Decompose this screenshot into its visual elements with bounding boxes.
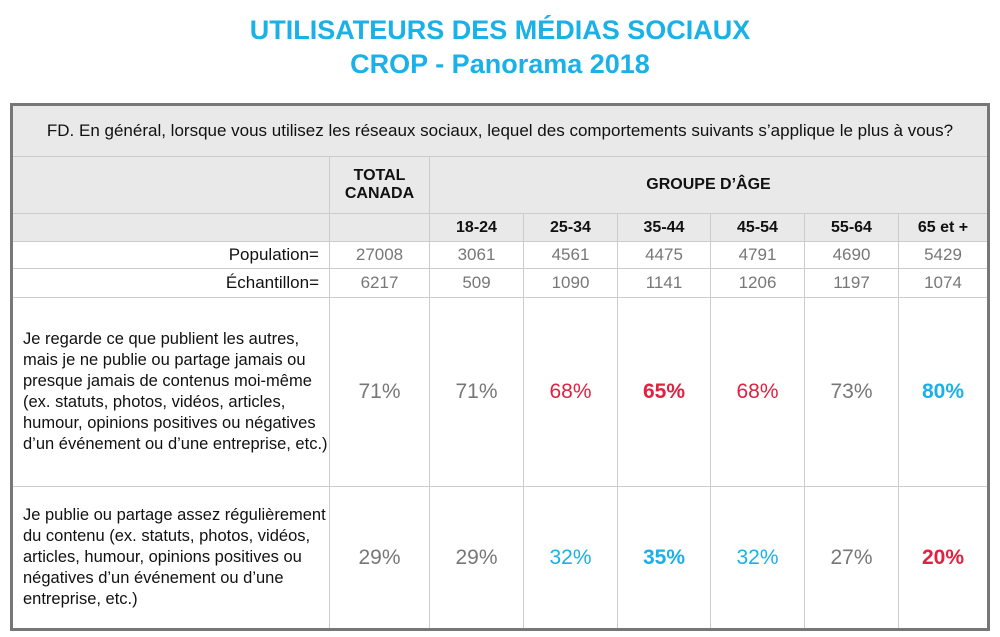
report-subtitle: CROP - Panorama 2018 (350, 49, 650, 79)
percent-cell: 68% (523, 297, 618, 487)
sample-value: 1206 (710, 268, 805, 298)
population-value: 4475 (617, 241, 711, 269)
population-value: 27008 (329, 241, 430, 269)
population-value: 4791 (710, 241, 805, 269)
age-header: 55-64 (804, 213, 899, 242)
percent-cell: 80% (898, 297, 989, 487)
sample-value: 6217 (329, 268, 430, 298)
population-value: 4690 (804, 241, 899, 269)
percent-cell: 65% (617, 297, 711, 487)
sample-value: 1141 (617, 268, 711, 298)
age-header: 45-54 (710, 213, 805, 242)
percent-cell: 29% (429, 486, 524, 630)
population-value: 5429 (898, 241, 989, 269)
row-label: Je publie ou partage assez régulièrement… (11, 486, 330, 630)
percent-cell: 35% (617, 486, 711, 630)
sample-label: Échantillon= (11, 268, 330, 298)
age-header: 65 et + (898, 213, 989, 242)
sample-value: 1074 (898, 268, 989, 298)
age-header: 25-34 (523, 213, 618, 242)
percent-cell: 71% (429, 297, 524, 487)
total-canada-header: TOTAL CANADA (329, 156, 430, 214)
results-table: FD. En général, lorsque vous utilisez le… (10, 103, 990, 631)
report-title: UTILISATEURS DES MÉDIAS SOCIAUX (249, 15, 751, 45)
percent-cell: 20% (898, 486, 989, 630)
population-value: 4561 (523, 241, 618, 269)
question-text: FD. En général, lorsque vous utilisez le… (11, 104, 989, 157)
sample-value: 509 (429, 268, 524, 298)
percent-cell: 32% (710, 486, 805, 630)
sample-value: 1197 (804, 268, 899, 298)
percent-cell: 73% (804, 297, 899, 487)
sample-value: 1090 (523, 268, 618, 298)
age-header: 35-44 (617, 213, 711, 242)
percent-cell: 27% (804, 486, 899, 630)
age-header: 18-24 (429, 213, 524, 242)
population-value: 3061 (429, 241, 524, 269)
percent-cell: 68% (710, 297, 805, 487)
percent-cell: 29% (329, 486, 430, 630)
population-label: Population= (11, 241, 330, 269)
percent-cell: 71% (329, 297, 430, 487)
age-group-header: GROUPE D’ÂGE (429, 156, 989, 214)
percent-cell: 32% (523, 486, 618, 630)
row-label: Je regarde ce que publient les autres, m… (11, 297, 330, 487)
